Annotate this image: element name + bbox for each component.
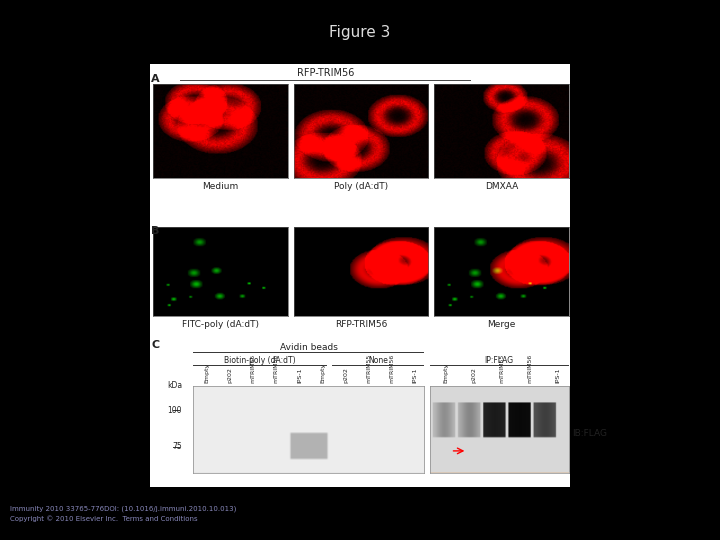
- Text: Empty: Empty: [204, 363, 210, 383]
- Text: DMXAA: DMXAA: [485, 182, 518, 191]
- Text: IPS-1: IPS-1: [413, 368, 418, 383]
- Text: Copyright © 2010 Elsevier Inc.  Terms and Conditions: Copyright © 2010 Elsevier Inc. Terms and…: [10, 515, 198, 522]
- Text: kDa: kDa: [167, 381, 182, 390]
- Text: Empty: Empty: [444, 363, 449, 383]
- Text: Medium: Medium: [202, 182, 239, 191]
- Text: C: C: [151, 340, 159, 350]
- Text: mTRIM55: mTRIM55: [251, 354, 256, 383]
- Text: IPS-1: IPS-1: [297, 368, 302, 383]
- Text: p202: p202: [343, 368, 348, 383]
- Text: Empty: Empty: [320, 363, 325, 383]
- Text: IPS-1: IPS-1: [555, 368, 560, 383]
- Text: Merge: Merge: [487, 320, 516, 329]
- Text: IB:FLAG: IB:FLAG: [572, 429, 608, 438]
- Text: 75: 75: [172, 442, 182, 451]
- Text: Avidin beads: Avidin beads: [279, 343, 338, 352]
- Text: 100: 100: [168, 406, 182, 415]
- Text: RFP-TRIM56: RFP-TRIM56: [335, 320, 387, 329]
- Text: mTRIM55: mTRIM55: [366, 354, 372, 383]
- Text: mTRIM56: mTRIM56: [274, 354, 279, 383]
- Text: IP:FLAG: IP:FLAG: [485, 356, 514, 364]
- Text: p202: p202: [228, 368, 233, 383]
- Text: Figure 3: Figure 3: [329, 25, 391, 40]
- Text: RFP-TRIM56: RFP-TRIM56: [297, 68, 354, 78]
- Text: None: None: [368, 356, 388, 364]
- Text: B: B: [151, 226, 160, 236]
- Text: Immunity 2010 33765-776DOI: (10.1016/j.immuni.2010.10.013): Immunity 2010 33765-776DOI: (10.1016/j.i…: [10, 505, 236, 512]
- Text: mTRIM56: mTRIM56: [527, 354, 532, 383]
- Text: p202: p202: [472, 368, 477, 383]
- Text: Poly (dA:dT): Poly (dA:dT): [334, 182, 388, 191]
- Text: Biotin-poly (dA:dT): Biotin-poly (dA:dT): [224, 356, 296, 364]
- Text: mTRIM56: mTRIM56: [390, 354, 395, 383]
- Text: A: A: [151, 74, 160, 84]
- Text: FITC-poly (dA:dT): FITC-poly (dA:dT): [182, 320, 259, 329]
- Text: mTRIM55: mTRIM55: [499, 354, 504, 383]
